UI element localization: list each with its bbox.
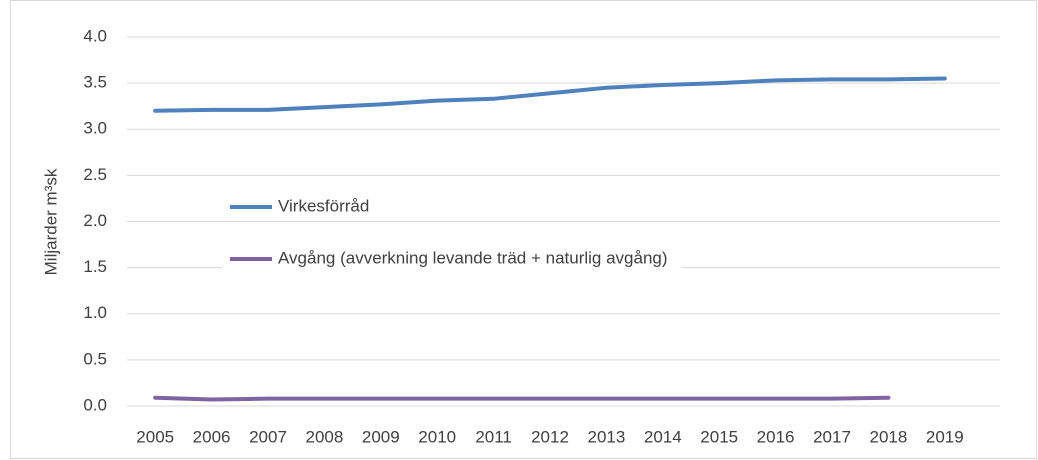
y-tick-label: 0.5 <box>83 349 107 368</box>
y-tick-label: 1.0 <box>83 303 107 322</box>
y-tick-label: 1.5 <box>83 257 107 276</box>
x-tick-label: 2011 <box>475 427 512 446</box>
y-tick-label: 2.0 <box>83 211 107 230</box>
y-axis-label: Miljarder m³sk <box>41 168 60 275</box>
x-tick-label: 2010 <box>418 427 456 446</box>
x-tick-label: 2009 <box>362 427 400 446</box>
chart-border <box>10 0 1037 459</box>
y-tick-label: 3.0 <box>83 119 107 138</box>
x-tick-label: 2014 <box>644 427 682 446</box>
legend-label: Avgång (avverkning levande träd + naturl… <box>278 248 668 267</box>
y-tick-label: 4.0 <box>83 26 107 45</box>
x-tick-label: 2008 <box>305 427 343 446</box>
y-tick-label: 0.0 <box>83 395 107 414</box>
legend-background <box>222 245 682 273</box>
series-line <box>153 395 891 402</box>
y-tick-label: 2.5 <box>83 165 107 184</box>
x-tick-label: 2006 <box>193 427 231 446</box>
x-tick-label: 2016 <box>757 427 795 446</box>
x-tick-label: 2018 <box>869 427 907 446</box>
x-tick-label: 2019 <box>926 427 964 446</box>
x-tick-label: 2005 <box>136 427 174 446</box>
series-line <box>153 76 947 113</box>
legend-label: Virkesförråd <box>278 196 369 215</box>
y-tick-label: 3.5 <box>83 73 107 92</box>
x-tick-label: 2007 <box>249 427 287 446</box>
x-tick-label: 2013 <box>587 427 625 446</box>
x-tick-label: 2017 <box>813 427 851 446</box>
x-tick-label: 2012 <box>531 427 569 446</box>
x-tick-label: 2015 <box>700 427 738 446</box>
